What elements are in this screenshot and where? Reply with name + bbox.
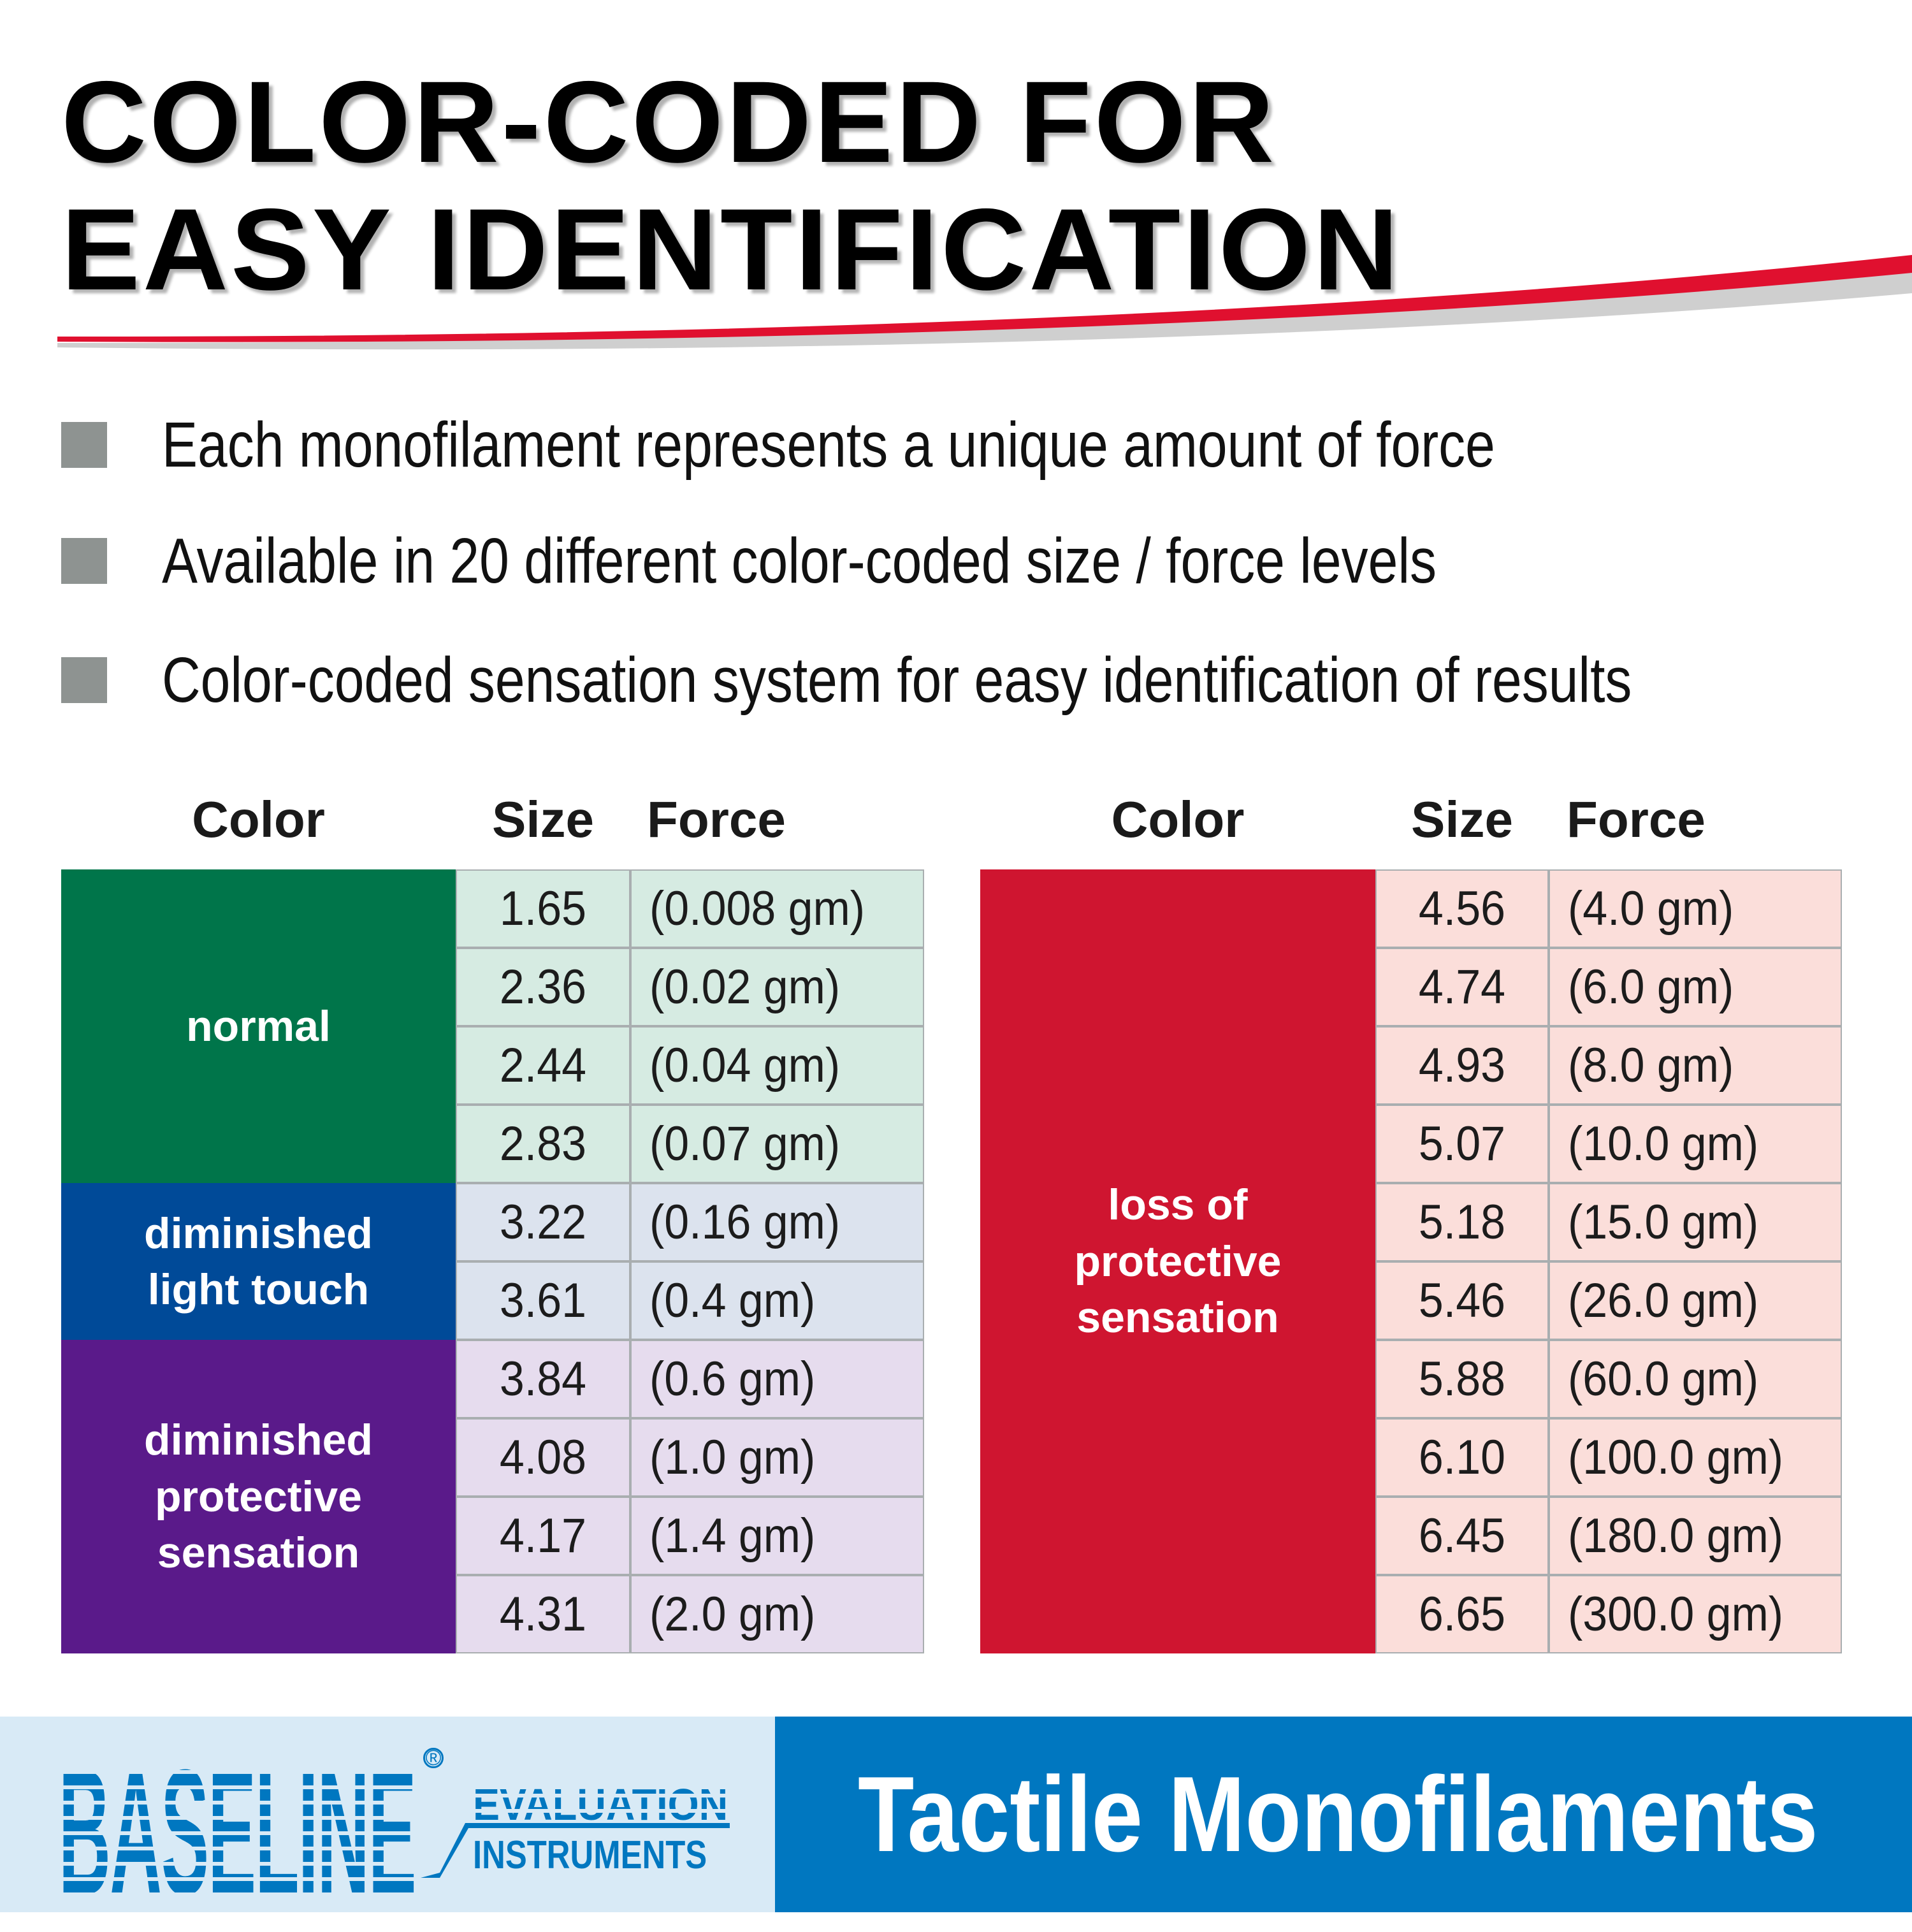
title-line-2: EASY IDENTIFICATION (61, 184, 1401, 314)
size-cell: 6.65 (1375, 1575, 1549, 1653)
force-cell: (0.008 gm) (630, 869, 924, 948)
size-cell: 6.10 (1375, 1418, 1549, 1497)
right-header-color: Color (1111, 791, 1245, 848)
size-cell: 2.36 (456, 948, 630, 1026)
product-name: Tactile Monofilaments (858, 1754, 1818, 1874)
footer-product-banner: Tactile Monofilaments (775, 1717, 1912, 1912)
color-group-loss-of-protective-sensation: loss of protective sensation (980, 869, 1375, 1653)
size-cell: 4.08 (456, 1418, 630, 1497)
bullet-square-icon (61, 538, 107, 584)
size-cell: 4.31 (456, 1575, 630, 1653)
registered-mark: ® (423, 1747, 444, 1769)
color-group-diminished-protective-sensation: diminished protective sensation (61, 1340, 456, 1653)
size-cell: 4.93 (1375, 1026, 1549, 1105)
baseline-logo: BASELINE (59, 1733, 417, 1932)
size-cell: 2.83 (456, 1105, 630, 1183)
size-cell: 3.22 (456, 1183, 630, 1261)
size-cell: 4.56 (1375, 869, 1549, 948)
left-header-size: Size (491, 791, 595, 848)
force-cell: (4.0 gm) (1549, 869, 1842, 948)
force-cell: (1.0 gm) (630, 1418, 924, 1497)
force-cell: (300.0 gm) (1549, 1575, 1842, 1653)
red-swoosh-divider (57, 255, 1912, 350)
force-cell: (6.0 gm) (1549, 948, 1842, 1026)
force-cell: (26.0 gm) (1549, 1261, 1842, 1340)
size-cell: 1.65 (456, 869, 630, 948)
bullet-item: Available in 20 different color-coded si… (61, 525, 1679, 597)
size-cell: 5.46 (1375, 1261, 1549, 1340)
force-cell: (0.04 gm) (630, 1026, 924, 1105)
size-cell: 2.44 (456, 1026, 630, 1105)
force-cell: (0.07 gm) (630, 1105, 924, 1183)
bullet-square-icon (61, 657, 107, 703)
force-cell: (60.0 gm) (1549, 1340, 1842, 1418)
size-cell: 5.88 (1375, 1340, 1549, 1418)
logo-evaluation-text: EVALUATION (473, 1780, 728, 1829)
force-cell: (180.0 gm) (1549, 1497, 1842, 1575)
force-cell: (0.02 gm) (630, 948, 924, 1026)
logo-instruments-text: INSTRUMENTS (473, 1833, 707, 1877)
size-cell: 5.18 (1375, 1183, 1549, 1261)
color-group-diminished-light-touch: diminished light touch (61, 1183, 456, 1340)
size-cell: 3.84 (456, 1340, 630, 1418)
left-header-force: Force (647, 791, 786, 848)
size-cell: 5.07 (1375, 1105, 1549, 1183)
force-cell: (0.16 gm) (630, 1183, 924, 1261)
bullet-item: Each monofilament represents a unique am… (61, 409, 1749, 481)
force-cell: (0.6 gm) (630, 1340, 924, 1418)
force-cell: (8.0 gm) (1549, 1026, 1842, 1105)
force-cell: (0.4 gm) (630, 1261, 924, 1340)
bullet-item: Color-coded sensation system for easy id… (61, 644, 1912, 716)
right-header-size: Size (1410, 791, 1514, 848)
footer-logo-panel (0, 1717, 775, 1912)
color-group-normal: normal (61, 869, 456, 1183)
bullet-square-icon (61, 422, 107, 468)
force-cell: (100.0 gm) (1549, 1418, 1842, 1497)
left-header-color: Color (192, 791, 325, 848)
right-header-force: Force (1567, 791, 1706, 848)
size-cell: 4.74 (1375, 948, 1549, 1026)
force-cell: (10.0 gm) (1549, 1105, 1842, 1183)
force-cell: (1.4 gm) (630, 1497, 924, 1575)
force-cell: (2.0 gm) (630, 1575, 924, 1653)
force-cell: (15.0 gm) (1549, 1183, 1842, 1261)
title-line-1: COLOR-CODED FOR (61, 57, 1277, 187)
size-cell: 3.61 (456, 1261, 630, 1340)
size-cell: 6.45 (1375, 1497, 1549, 1575)
size-cell: 4.17 (456, 1497, 630, 1575)
